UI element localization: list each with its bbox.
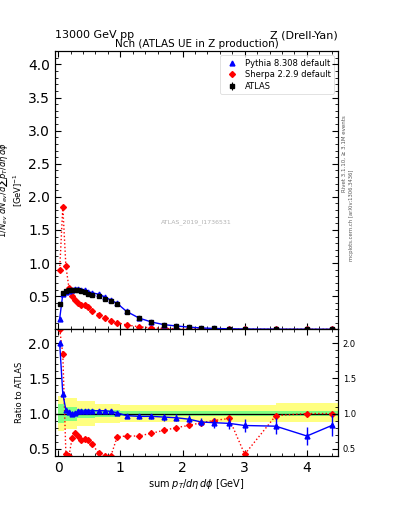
Pythia 8.308 default [67,288,72,294]
Sherpa 2.2.9 default [186,326,191,332]
Sherpa 2.2.9 default [64,263,68,269]
Bar [276,403,338,422]
Pythia 8.308 default [103,294,107,300]
Pythia 8.308 default [242,326,247,332]
Pythia 8.308 default [96,291,101,297]
Sherpa 2.2.9 default [90,308,95,314]
Sherpa 2.2.9 default [124,322,129,328]
Text: mcplots.cern.ch [arXiv:1306.3436]: mcplots.cern.ch [arXiv:1306.3436] [349,169,354,261]
Pythia 8.308 default [70,287,75,293]
Sherpa 2.2.9 default [329,326,334,332]
Sherpa 2.2.9 default [73,297,77,303]
Pythia 8.308 default [108,297,113,303]
Sherpa 2.2.9 default [274,326,278,332]
Pythia 8.308 default [85,288,90,294]
Y-axis label: $1/N_{ev}\ dN_{ev}/d\sum p_T/d\eta\,d\phi$
$[\mathrm{GeV}]^{-1}$: $1/N_{ev}\ dN_{ev}/d\sum p_T/d\eta\,d\ph… [0,142,26,238]
Pythia 8.308 default [186,324,191,330]
Pythia 8.308 default [79,287,84,293]
X-axis label: sum $p_T/d\eta\,d\phi$ [GeV]: sum $p_T/d\eta\,d\phi$ [GeV] [148,477,245,492]
Bar [182,411,245,416]
Bar [245,411,276,416]
Pythia 8.308 default [61,291,65,297]
Sherpa 2.2.9 default [199,326,204,332]
Sherpa 2.2.9 default [242,326,247,332]
Pythia 8.308 default [149,319,154,325]
Sherpa 2.2.9 default [70,293,75,299]
Pythia 8.308 default [57,315,62,322]
Sherpa 2.2.9 default [149,325,154,331]
Sherpa 2.2.9 default [108,317,113,324]
Pythia 8.308 default [90,290,95,296]
Pythia 8.308 default [73,286,77,292]
Sherpa 2.2.9 default [67,285,72,291]
Pythia 8.308 default [82,287,87,293]
Sherpa 2.2.9 default [227,326,231,332]
Bar [58,404,64,423]
Line: Pythia 8.308 default: Pythia 8.308 default [57,286,334,332]
Sherpa 2.2.9 default [174,326,179,332]
Text: ATLAS_2019_I1736531: ATLAS_2019_I1736531 [161,220,232,225]
Pythia 8.308 default [115,301,119,307]
Sherpa 2.2.9 default [61,204,65,210]
Bar [77,409,95,418]
Sherpa 2.2.9 default [96,312,101,318]
Sherpa 2.2.9 default [76,300,81,306]
Pythia 8.308 default [305,326,309,332]
Bar [120,405,182,422]
Legend: Pythia 8.308 default, Sherpa 2.2.9 default, ATLAS: Pythia 8.308 default, Sherpa 2.2.9 defau… [220,55,334,94]
Pythia 8.308 default [199,325,204,331]
Pythia 8.308 default [137,315,141,321]
Pythia 8.308 default [329,326,334,332]
Sherpa 2.2.9 default [137,324,141,330]
Pythia 8.308 default [162,322,166,328]
Pythia 8.308 default [64,289,68,295]
Title: Nch (ATLAS UE in Z production): Nch (ATLAS UE in Z production) [115,39,278,49]
Pythia 8.308 default [76,286,81,292]
Line: Sherpa 2.2.9 default: Sherpa 2.2.9 default [58,205,334,331]
Sherpa 2.2.9 default [79,302,84,308]
Sherpa 2.2.9 default [85,304,90,310]
Pythia 8.308 default [274,326,278,332]
Sherpa 2.2.9 default [115,319,119,326]
Pythia 8.308 default [174,323,179,329]
Bar [95,404,120,423]
Sherpa 2.2.9 default [57,267,62,273]
Bar [58,396,64,431]
Pythia 8.308 default [211,325,216,331]
Sherpa 2.2.9 default [305,326,309,332]
Bar [64,398,77,429]
Text: Rivet 3.1.10, ≥ 3.1M events: Rivet 3.1.10, ≥ 3.1M events [342,115,346,192]
Text: 13000 GeV pp: 13000 GeV pp [55,30,134,40]
Bar [276,411,338,416]
Bar [77,401,95,426]
Sherpa 2.2.9 default [211,326,216,332]
Bar [245,405,276,422]
Bar [64,407,77,420]
Sherpa 2.2.9 default [82,303,87,309]
Sherpa 2.2.9 default [103,315,107,321]
Text: Z (Drell-Yan): Z (Drell-Yan) [270,30,338,40]
Bar [182,405,245,422]
Sherpa 2.2.9 default [162,325,166,331]
Pythia 8.308 default [124,308,129,314]
Y-axis label: Ratio to ATLAS: Ratio to ATLAS [15,362,24,423]
Bar [120,411,182,416]
Pythia 8.308 default [227,326,231,332]
Bar [95,410,120,417]
